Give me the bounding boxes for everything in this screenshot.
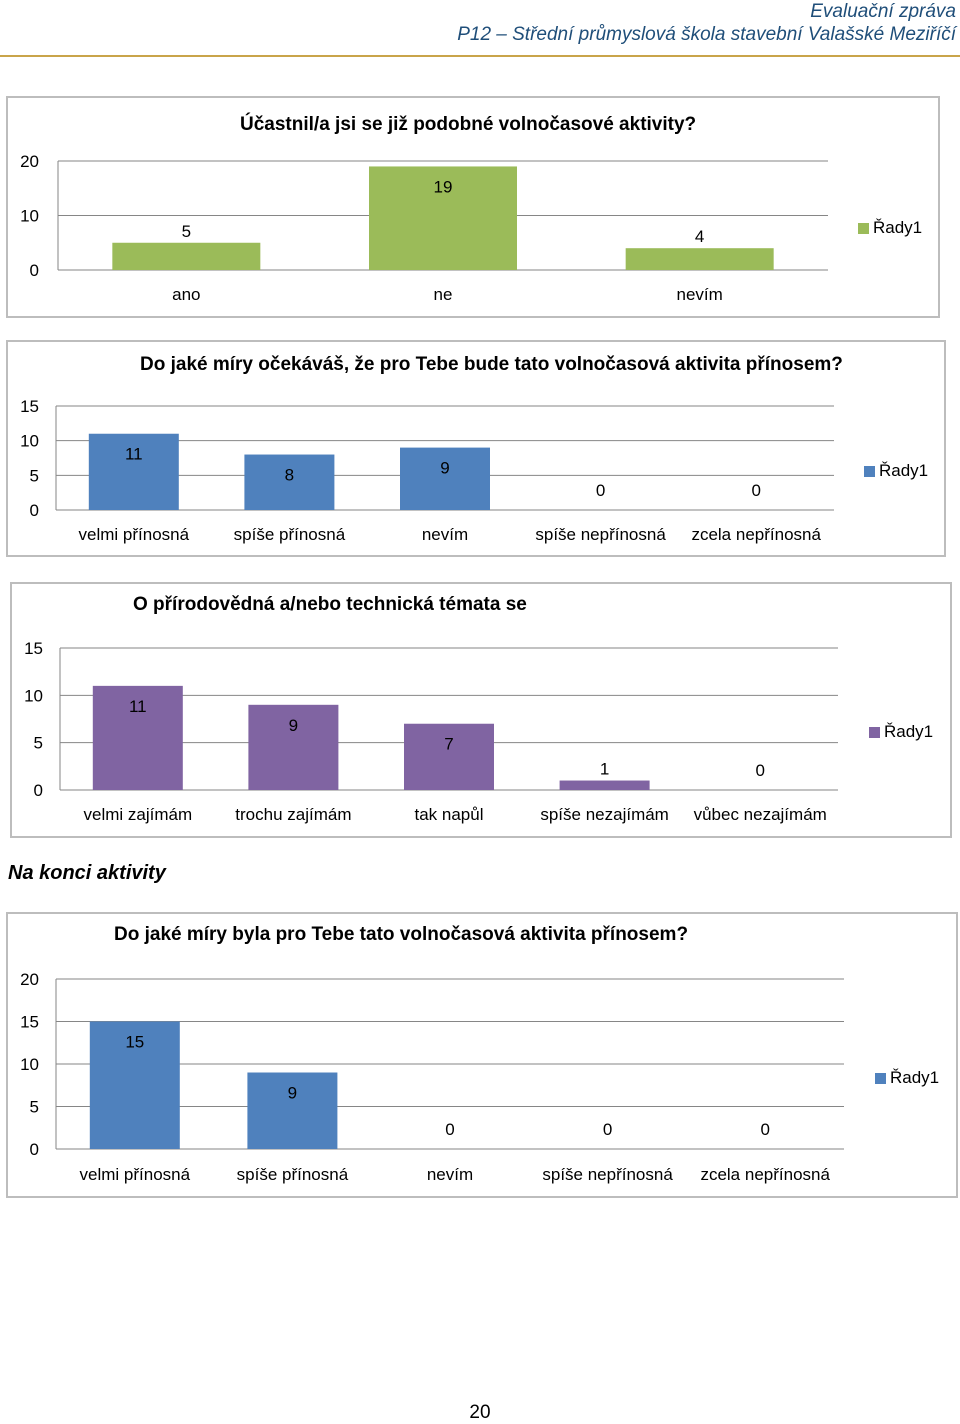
- bar: [369, 166, 517, 270]
- category-label: zcela nepřínosná: [700, 1165, 830, 1184]
- chart-1-legend: Řady1: [858, 218, 922, 238]
- bar: [248, 704, 339, 790]
- data-label: 9: [289, 716, 298, 735]
- header-divider: [0, 55, 960, 57]
- y-tick-label: 10: [20, 207, 39, 226]
- category-label: vůbec nezajímám: [694, 805, 827, 824]
- section-heading: Na konci aktivity: [8, 862, 166, 884]
- data-label: 11: [125, 445, 143, 464]
- y-tick-label: 20: [20, 970, 39, 989]
- chart-2-legend: Řady1: [864, 461, 928, 481]
- data-label: 19: [434, 177, 453, 196]
- category-label: velmi přínosná: [79, 525, 190, 544]
- category-label: nevím: [422, 525, 468, 544]
- data-label: 7: [444, 735, 453, 754]
- y-tick-label: 0: [30, 261, 39, 280]
- data-label: 15: [125, 1033, 144, 1052]
- category-label: spíše přínosná: [237, 1165, 349, 1184]
- category-label: velmi zajímám: [83, 805, 192, 824]
- data-label: 9: [440, 459, 449, 478]
- y-tick-label: 0: [34, 781, 43, 800]
- data-label: 8: [285, 466, 294, 485]
- chart-1-title: Účastnil/a jsi se již podobné volnočasov…: [240, 114, 697, 135]
- bar: [88, 433, 179, 510]
- category-label: velmi přínosná: [80, 1165, 191, 1184]
- y-tick-label: 10: [24, 686, 43, 705]
- y-tick-label: 15: [24, 639, 43, 658]
- y-tick-label: 10: [20, 432, 39, 451]
- bar: [112, 242, 261, 270]
- legend-label: Řady1: [890, 1068, 940, 1087]
- bar: [400, 447, 490, 510]
- y-tick-label: 5: [34, 734, 43, 753]
- legend-label: Řady1: [884, 722, 934, 741]
- legend-swatch: [869, 726, 880, 738]
- category-label: ano: [172, 285, 200, 304]
- y-tick-label: 5: [30, 1098, 39, 1117]
- legend-swatch: [875, 1072, 886, 1084]
- data-label: 4: [695, 227, 704, 246]
- category-label: spíše nepřínosná: [535, 525, 666, 544]
- data-label: 5: [182, 222, 191, 241]
- y-tick-label: 5: [30, 466, 39, 485]
- header-report-title: Evaluační zpráva: [810, 1, 956, 22]
- y-tick-label: 20: [20, 152, 39, 171]
- legend-swatch: [864, 465, 875, 477]
- category-label: ne: [434, 285, 453, 304]
- chart-4-title: Do jaké míry byla pro Tebe tato volnočas…: [114, 924, 689, 945]
- data-label: 0: [445, 1120, 454, 1139]
- legend-label: Řady1: [879, 461, 929, 480]
- header-school-name: P12 – Střední průmyslová škola stavební …: [457, 24, 956, 45]
- bar: [247, 1072, 338, 1149]
- page-number: 20: [469, 1402, 491, 1423]
- bar: [89, 1021, 180, 1149]
- y-tick-label: 0: [30, 501, 39, 520]
- category-label: nevím: [677, 285, 723, 304]
- chart-3-legend: Řady1: [869, 722, 933, 742]
- y-tick-label: 15: [20, 397, 39, 416]
- bar: [559, 780, 650, 790]
- bar: [92, 685, 183, 790]
- category-label: spíše nepřínosná: [542, 1165, 673, 1184]
- data-label: 0: [603, 1120, 612, 1139]
- category-label: nevím: [427, 1165, 473, 1184]
- y-tick-label: 0: [30, 1140, 39, 1159]
- category-label: spíše přínosná: [234, 525, 346, 544]
- chart-2-title: Do jaké míry očekáváš, že pro Tebe bude …: [140, 354, 843, 375]
- legend-swatch: [858, 222, 869, 234]
- chart-4-legend: Řady1: [875, 1068, 939, 1088]
- bar: [404, 723, 494, 790]
- y-tick-label: 15: [20, 1013, 39, 1032]
- category-label: tak napůl: [415, 805, 484, 824]
- category-label: spíše nezajímám: [540, 805, 669, 824]
- y-tick-label: 10: [20, 1055, 39, 1074]
- data-label: 11: [129, 697, 147, 716]
- bar: [625, 248, 774, 270]
- category-label: trochu zajímám: [235, 805, 351, 824]
- bar: [244, 454, 335, 510]
- data-label: 1: [600, 760, 609, 779]
- chart-3-title: O přírodovědná a/nebo technická témata s…: [133, 594, 527, 615]
- data-label: 0: [596, 481, 605, 500]
- legend-label: Řady1: [873, 218, 923, 237]
- data-label: 0: [755, 761, 764, 780]
- data-label: 0: [760, 1120, 769, 1139]
- data-label: 0: [751, 481, 760, 500]
- category-label: zcela nepřínosná: [691, 525, 821, 544]
- data-label: 9: [288, 1084, 297, 1103]
- page-header: Evaluační zpráva P12 – Střední průmyslov…: [457, 0, 956, 46]
